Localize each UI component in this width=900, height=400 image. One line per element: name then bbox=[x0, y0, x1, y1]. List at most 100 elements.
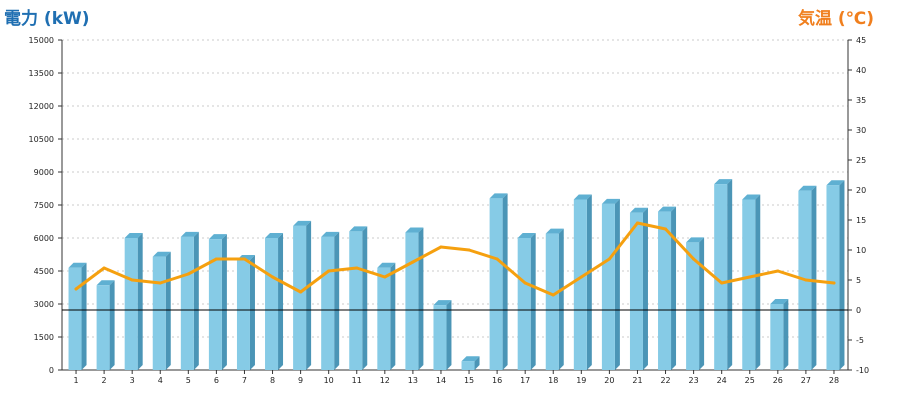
bar-side-22 bbox=[671, 206, 677, 370]
bar-front-11 bbox=[349, 231, 363, 370]
right-tick-label-20: 20 bbox=[856, 186, 866, 195]
bar-side-11 bbox=[362, 226, 368, 370]
temperature-point-2 bbox=[102, 266, 106, 270]
bar-side-4 bbox=[165, 251, 171, 370]
right-tick-label-40: 40 bbox=[856, 66, 866, 75]
bar-2 bbox=[96, 280, 115, 370]
bar-front-15 bbox=[461, 361, 475, 370]
right-tick-label-30: 30 bbox=[856, 126, 866, 135]
x-tick-label-8: 8 bbox=[270, 376, 275, 385]
bar-6 bbox=[208, 234, 227, 370]
bar-side-6 bbox=[221, 234, 227, 370]
bar-top-4 bbox=[152, 251, 171, 257]
bar-top-28 bbox=[826, 180, 845, 186]
temperature-point-15 bbox=[467, 248, 471, 252]
bar-12 bbox=[377, 262, 396, 370]
temperature-point-1 bbox=[74, 287, 78, 291]
bar-side-5 bbox=[193, 231, 199, 370]
left-tick-label-13500: 13500 bbox=[29, 69, 54, 78]
x-tick-label-5: 5 bbox=[186, 376, 191, 385]
left-tick-label-15000: 15000 bbox=[29, 36, 54, 45]
bar-top-5 bbox=[180, 231, 199, 237]
bar-side-15 bbox=[474, 356, 480, 370]
x-tick-label-27: 27 bbox=[801, 376, 811, 385]
bar-15 bbox=[461, 356, 480, 370]
temperature-point-17 bbox=[523, 281, 527, 285]
temperature-point-23 bbox=[692, 257, 696, 261]
bar-front-22 bbox=[658, 211, 672, 370]
temperature-point-12 bbox=[383, 275, 387, 279]
left-tick-label-12000: 12000 bbox=[29, 102, 54, 111]
temperature-point-14 bbox=[439, 245, 443, 249]
bar-top-2 bbox=[96, 280, 115, 286]
x-tick-label-26: 26 bbox=[773, 376, 783, 385]
x-tick-label-12: 12 bbox=[380, 376, 390, 385]
temperature-point-4 bbox=[158, 281, 162, 285]
bar-28 bbox=[826, 180, 845, 370]
bar-top-25 bbox=[742, 194, 761, 200]
x-tick-label-9: 9 bbox=[298, 376, 303, 385]
x-tick-label-24: 24 bbox=[717, 376, 727, 385]
bar-top-18 bbox=[545, 228, 564, 234]
left-tick-label-4500: 4500 bbox=[34, 267, 54, 276]
bar-front-21 bbox=[629, 212, 643, 370]
temperature-point-7 bbox=[242, 257, 246, 261]
bar-top-21 bbox=[629, 207, 648, 213]
bar-top-17 bbox=[517, 233, 536, 238]
bar-side-13 bbox=[418, 227, 424, 370]
bar-7 bbox=[236, 255, 255, 370]
bar-front-20 bbox=[601, 203, 615, 370]
bar-21 bbox=[629, 207, 648, 370]
bar-top-16 bbox=[489, 193, 508, 199]
x-tick-label-16: 16 bbox=[492, 376, 502, 385]
temperature-point-16 bbox=[495, 257, 499, 261]
right-tick-label--10: -10 bbox=[856, 366, 869, 375]
bar-5 bbox=[180, 231, 199, 370]
temperature-point-24 bbox=[720, 281, 724, 285]
bar-front-19 bbox=[573, 199, 587, 370]
bar-side-16 bbox=[502, 193, 508, 370]
bar-side-19 bbox=[586, 194, 592, 370]
bar-10 bbox=[321, 231, 340, 370]
bar-front-26 bbox=[770, 304, 784, 370]
bar-front-17 bbox=[517, 238, 531, 370]
temperature-point-5 bbox=[186, 272, 190, 276]
x-tick-label-25: 25 bbox=[745, 376, 755, 385]
bar-front-12 bbox=[377, 267, 391, 370]
temperature-point-8 bbox=[271, 275, 275, 279]
bar-top-26 bbox=[770, 299, 789, 304]
left-tick-label-7500: 7500 bbox=[34, 201, 54, 210]
temperature-point-22 bbox=[664, 227, 668, 231]
temperature-point-13 bbox=[411, 260, 415, 264]
bar-side-18 bbox=[558, 228, 564, 370]
bar-front-25 bbox=[742, 199, 756, 370]
bar-front-4 bbox=[152, 256, 166, 370]
bar-front-16 bbox=[489, 198, 503, 370]
right-tick-label-35: 35 bbox=[856, 96, 866, 105]
x-tick-label-7: 7 bbox=[242, 376, 247, 385]
bar-side-24 bbox=[727, 179, 733, 370]
bar-top-23 bbox=[686, 237, 705, 243]
x-tick-label-22: 22 bbox=[660, 376, 670, 385]
bar-26 bbox=[770, 299, 789, 370]
bar-side-10 bbox=[334, 231, 340, 370]
bar-front-13 bbox=[405, 232, 419, 370]
bar-front-9 bbox=[293, 225, 307, 370]
bar-front-2 bbox=[96, 285, 110, 370]
x-tick-label-15: 15 bbox=[464, 376, 474, 385]
bar-24 bbox=[714, 179, 733, 370]
bar-top-9 bbox=[293, 220, 312, 226]
bar-side-1 bbox=[81, 262, 87, 370]
right-axis-title: 気温 (℃) bbox=[797, 9, 874, 29]
temperature-point-25 bbox=[748, 275, 752, 279]
bar-top-12 bbox=[377, 262, 396, 268]
bar-22 bbox=[658, 206, 677, 370]
temperature-point-9 bbox=[299, 290, 303, 294]
bar-side-8 bbox=[278, 233, 284, 370]
bar-top-11 bbox=[349, 226, 368, 232]
bar-top-13 bbox=[405, 227, 424, 233]
bar-top-10 bbox=[321, 231, 340, 237]
left-tick-label-0: 0 bbox=[49, 366, 54, 375]
x-tick-label-4: 4 bbox=[158, 376, 163, 385]
